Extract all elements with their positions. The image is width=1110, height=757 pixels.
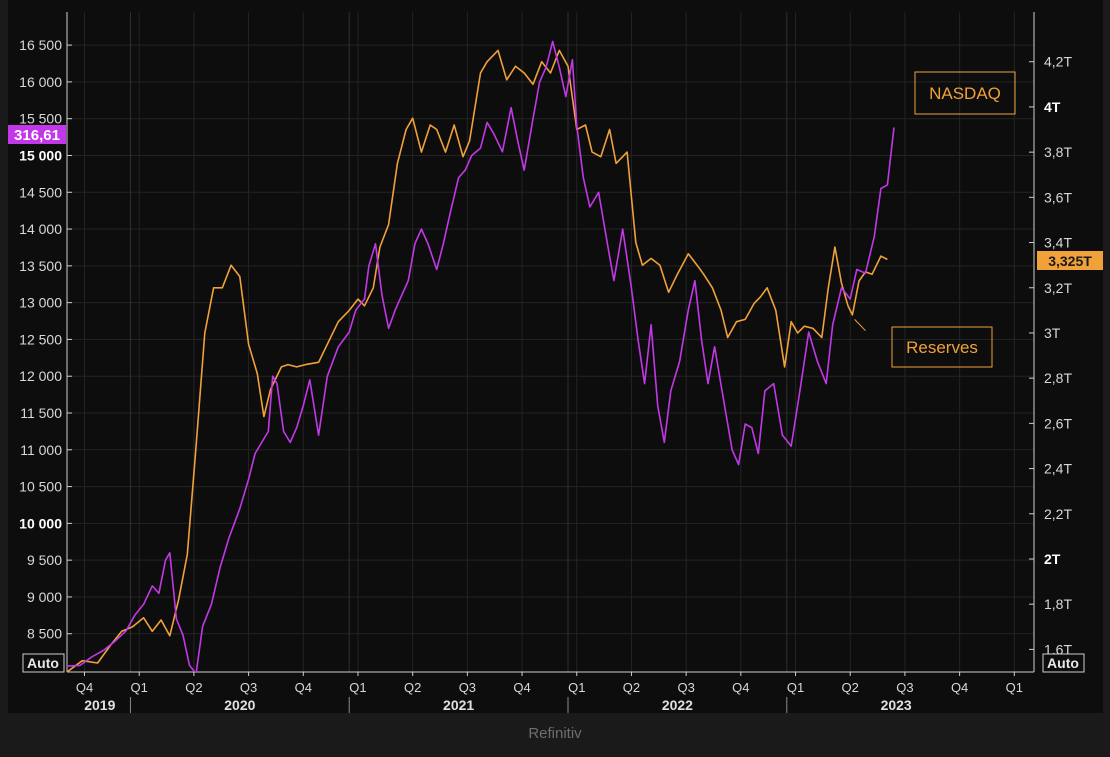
quarter-label: Q3	[240, 680, 257, 695]
right-tick-label: 1,8T	[1044, 596, 1072, 612]
quarter-label: Q3	[896, 680, 913, 695]
right-tick-label: 2,8T	[1044, 370, 1072, 386]
left-tick-label: 16 000	[19, 74, 62, 90]
nasdaq-annotation-box	[914, 71, 1016, 115]
nasdaq-annotation-label: NASDAQ	[929, 84, 1001, 103]
quarter-label: Q2	[185, 680, 202, 695]
quarter-label: Q1	[131, 680, 148, 695]
year-label: 2020	[224, 697, 255, 713]
left-tick-label: 13 000	[19, 295, 62, 311]
quarter-label: Q3	[677, 680, 694, 695]
nasdaq-last-value: 316,61	[14, 127, 60, 144]
right-tick-label: 2,2T	[1044, 506, 1072, 522]
year-label: 2019	[84, 697, 115, 713]
reserves-annotation-box	[891, 326, 993, 368]
nasdaq-series-line	[67, 40, 895, 672]
left-tick-label: 16 500	[19, 37, 62, 53]
right-tick-label: 4,2T	[1044, 54, 1072, 70]
right-tick-label: 2T	[1044, 551, 1061, 567]
right-tick-label: 3,2T	[1044, 280, 1072, 296]
source-credit: Refinitiv	[528, 725, 582, 742]
year-label: 2021	[443, 697, 474, 713]
axis-layer: 8 500 9 000 9 500 10 000 10 500 11 000 11 500 1…	[19, 12, 1072, 713]
right-tick-label: 3,8T	[1044, 144, 1072, 160]
quarter-label: Q1	[787, 680, 804, 695]
right-tick-label: 2,6T	[1044, 415, 1072, 431]
year-label: 2022	[662, 697, 693, 713]
label-layer: 316,61 3,325T Auto Auto	[8, 125, 1103, 673]
left-tick-label: 14 000	[19, 221, 62, 237]
reserves-annotation-label: Reserves	[906, 338, 978, 357]
left-tick-label: 8 500	[27, 626, 62, 642]
left-tick-label: 11 500	[20, 405, 62, 421]
quarter-label: Q4	[295, 680, 312, 695]
right-tick-label: 3T	[1044, 325, 1061, 341]
left-tick-label: 11 000	[20, 442, 62, 458]
left-auto-button[interactable]	[22, 653, 65, 673]
right-tick-label: 3,4T	[1044, 235, 1072, 251]
year-label: 2023	[881, 697, 912, 713]
right-tick-label: 2,4T	[1044, 461, 1072, 477]
left-tick-label: 12 000	[19, 368, 62, 384]
quarter-label: Q2	[842, 680, 859, 695]
grid-layer	[67, 12, 1034, 672]
quarter-label: Q2	[623, 680, 640, 695]
reserves-leader-line	[854, 319, 866, 332]
reserves-last-value: 3,325T	[1048, 253, 1092, 269]
left-tick-label: 9 000	[27, 589, 62, 605]
right-auto-label: Auto	[1047, 655, 1079, 671]
quarter-label: Q1	[349, 680, 366, 695]
left-tick-label: 14 500	[19, 184, 62, 200]
reserves-last-value-badge	[1037, 251, 1103, 270]
series-layer	[67, 40, 895, 672]
quarter-label: Q1	[1006, 680, 1023, 695]
right-tick-label: 3,6T	[1044, 189, 1072, 205]
left-tick-label: 9 500	[27, 552, 62, 568]
left-tick-label: 10 500	[19, 479, 62, 495]
left-tick-label: 10 000	[19, 515, 62, 531]
left-auto-label: Auto	[27, 655, 59, 671]
quarter-label: Q1	[568, 680, 585, 695]
right-tick-label: 1,6T	[1044, 641, 1072, 657]
left-tick-label: 15 500	[19, 111, 62, 127]
quarter-label: Q4	[76, 680, 93, 695]
nasdaq-last-value-badge	[8, 125, 66, 144]
quarter-label: Q4	[513, 680, 530, 695]
quarter-label: Q4	[951, 680, 968, 695]
left-tick-label: 12 500	[19, 331, 62, 347]
left-tick-label: 13 500	[19, 258, 62, 274]
quarter-label: Q3	[459, 680, 476, 695]
right-auto-button[interactable]	[1042, 653, 1085, 673]
quarter-label: Q4	[732, 680, 749, 695]
reserves-series-line	[67, 49, 888, 672]
annotation-layer: NASDAQ Reserves	[854, 71, 1016, 368]
quarter-label: Q2	[404, 680, 421, 695]
right-tick-label: 4T	[1044, 99, 1061, 115]
left-tick-label: 15 000	[19, 147, 62, 163]
